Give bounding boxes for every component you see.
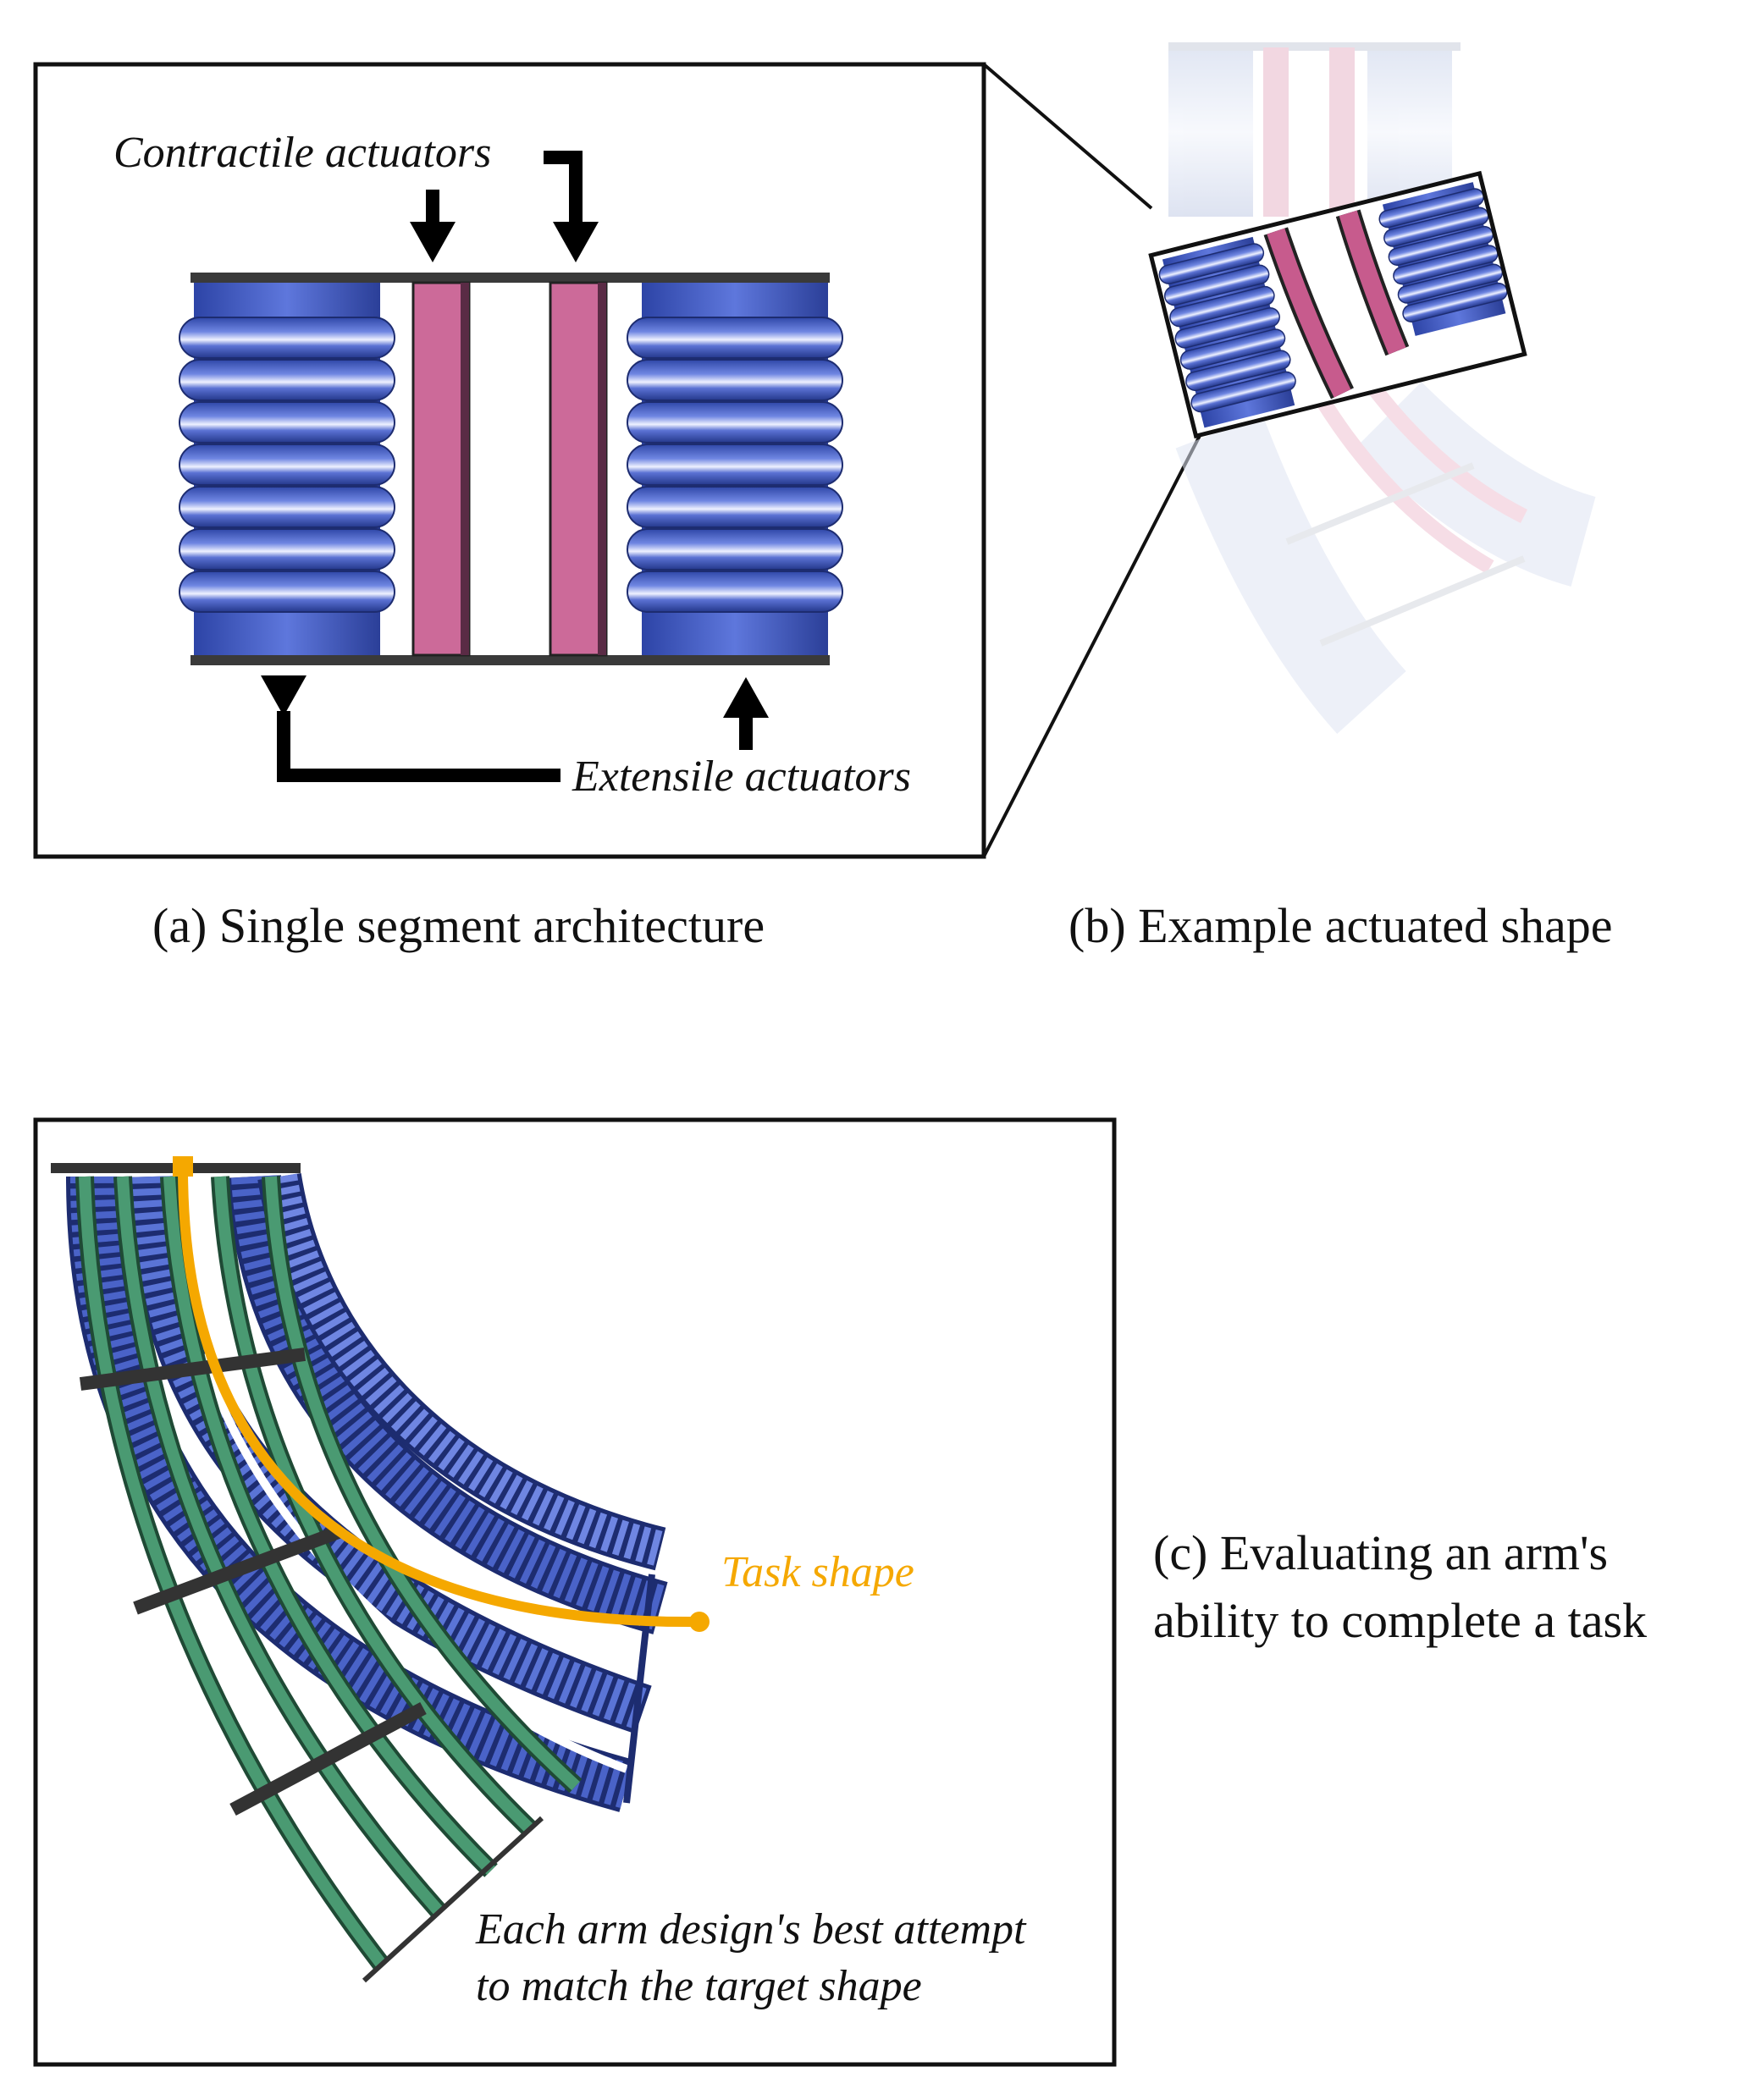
segment-rings (1158, 243, 1296, 413)
contractile-actuators (411, 281, 608, 657)
caption-b: (b) Example actuated shape (1069, 898, 1613, 953)
panel-c-frame (33, 1117, 1117, 2067)
panel-b (1148, 42, 1597, 734)
panel-c: Task shape Each arm design's best attemp… (33, 1117, 1117, 2067)
zoom-line-top (982, 63, 1153, 210)
contractile-arrows (410, 151, 599, 262)
contractile-actuator-right (549, 281, 608, 657)
faded-arm (1168, 42, 1597, 734)
green-arm-attempts (51, 1163, 583, 1983)
left-extensile-actuator (179, 283, 395, 655)
attempt-label-line2: to match the target shape (476, 1962, 922, 2010)
attempt-label-line1: Each arm design's best attempt (475, 1905, 1027, 1954)
contractile-label: Contractile actuators (113, 129, 491, 177)
task-shape (173, 1156, 710, 1632)
panel-a-frame (33, 62, 986, 859)
extensile-arrows (261, 675, 769, 782)
caption-c-line1: (c) Evaluating an arm's (1153, 1525, 1608, 1580)
top-plate (191, 273, 830, 283)
extensile-label: Extensile actuators (572, 752, 911, 801)
zoom-line-bottom (982, 427, 1206, 857)
highlighted-segment (1148, 170, 1527, 439)
right-extensile-actuator (627, 283, 843, 655)
segment-outline (1148, 170, 1527, 439)
panel-a: Contractile actuators Extensile actuator… (33, 62, 1206, 859)
bottom-plate (191, 655, 830, 665)
caption-c-line2: ability to complete a task (1153, 1593, 1647, 1648)
caption-a: (a) Single segment architecture (152, 898, 765, 953)
task-shape-label: Task shape (721, 1548, 914, 1596)
contractile-actuator-left (411, 281, 471, 657)
